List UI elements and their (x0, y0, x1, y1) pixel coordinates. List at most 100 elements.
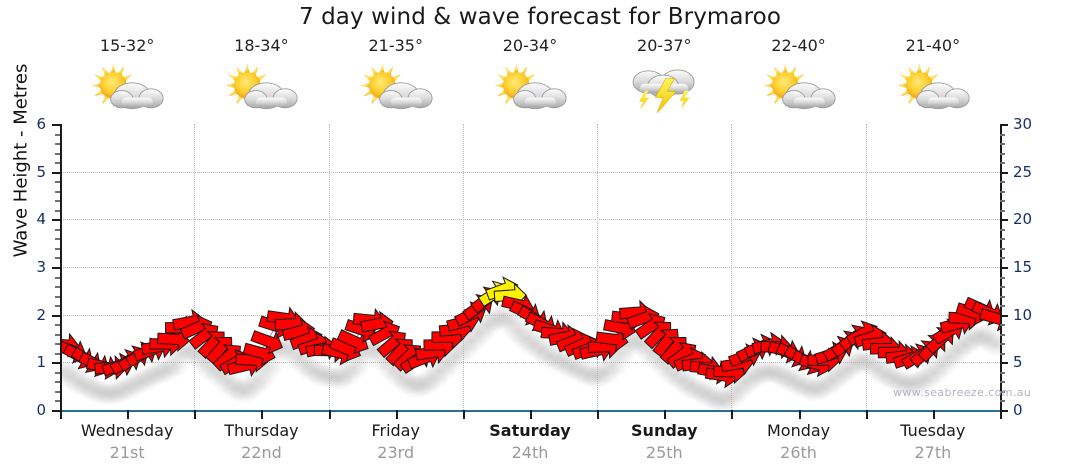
x-tick (395, 410, 398, 419)
temperature-range: 18-34° (234, 36, 289, 55)
page-title: 7 day wind & wave forecast for Brymaroo (298, 4, 782, 30)
gridline (60, 171, 1000, 173)
day-name: Monday (766, 421, 831, 440)
day-header-wednesday: 15-32° (60, 36, 194, 126)
x-tick (462, 410, 465, 419)
x-tick (798, 410, 801, 419)
left-tick-label: 6 (36, 115, 46, 133)
x-tick (664, 410, 667, 419)
right-minor-tick (1000, 152, 1005, 155)
left-tick (52, 267, 60, 269)
day-header-friday: 21-35° (329, 36, 463, 126)
right-minor-tick (1000, 381, 1005, 384)
left-minor-tick (55, 295, 60, 298)
left-minor-tick (55, 286, 60, 289)
right-minor-tick (1000, 286, 1005, 289)
left-tick (52, 124, 60, 126)
left-tick (52, 171, 60, 174)
right-tick-label: 25 (1013, 162, 1033, 181)
plot-area (47, 124, 1013, 414)
wind-arrow (250, 330, 283, 355)
day-label-monday: Monday 26th (731, 420, 865, 470)
day-header-thursday: 18-34° (194, 36, 328, 126)
day-label-tuesday: Tuesday 27th (866, 420, 1000, 470)
left-minor-tick (55, 381, 60, 384)
right-tick (1000, 314, 1008, 317)
left-axis-title: Wave Height - Metres (10, 63, 32, 258)
x-tick (597, 410, 600, 419)
right-minor-tick (1000, 143, 1005, 146)
right-minor-tick (1000, 305, 1005, 308)
left-minor-tick (55, 371, 60, 374)
left-tick-label: 5 (36, 162, 46, 181)
sun-cloud-icon (194, 60, 328, 120)
right-tick-label: 5 (1013, 353, 1023, 372)
right-minor-tick (1000, 371, 1005, 374)
day-separator (865, 124, 867, 410)
right-tick (1000, 410, 1008, 412)
day-header-sunday: 20-37° (597, 36, 731, 126)
left-axis-line (60, 124, 62, 410)
left-tick (52, 362, 60, 365)
day-label-friday: Friday 23rd (329, 420, 463, 470)
right-tick (1000, 171, 1008, 174)
right-minor-tick (1000, 257, 1005, 260)
right-minor-tick (1000, 238, 1005, 241)
day-header-saturday: 20-34° (463, 36, 597, 126)
day-name: Sunday (631, 421, 698, 440)
left-tick (52, 314, 60, 317)
left-minor-tick (55, 143, 60, 146)
day-separator (462, 124, 464, 410)
right-minor-tick (1000, 324, 1005, 327)
left-minor-tick (55, 343, 60, 346)
right-tick (1000, 362, 1008, 365)
left-minor-tick (55, 162, 60, 165)
sun-cloud-icon (731, 60, 865, 120)
temperature-range: 15-32° (99, 36, 155, 55)
day-separator (194, 124, 196, 410)
right-minor-tick (1000, 390, 1005, 393)
x-tick (127, 410, 130, 419)
day-name: Wednesday (80, 421, 174, 440)
right-tick-label: 0 (1013, 401, 1023, 419)
day-label-thursday: Thursday 22nd (194, 420, 328, 470)
left-minor-tick (55, 352, 60, 355)
temperature-range: 20-34° (502, 36, 558, 55)
gridline (60, 362, 1000, 364)
gridline (60, 219, 1000, 221)
left-minor-tick (55, 152, 60, 155)
left-minor-tick (55, 238, 60, 241)
x-tick (932, 410, 935, 419)
right-tick-label: 20 (1013, 210, 1033, 229)
day-date: 26th (780, 443, 817, 462)
right-minor-tick (1000, 200, 1005, 203)
right-minor-tick (1000, 133, 1005, 136)
day-separator (731, 124, 733, 410)
left-minor-tick (55, 276, 60, 279)
right-minor-tick (1000, 162, 1005, 165)
left-minor-tick (55, 305, 60, 308)
left-tick-label: 0 (36, 401, 46, 419)
x-tick (328, 410, 331, 419)
wind-arrow-layer (47, 124, 1013, 414)
sun-cloud-icon (866, 60, 1000, 120)
x-tick (731, 410, 734, 419)
x-tick (194, 410, 197, 419)
temperature-range: 21-35° (368, 36, 423, 55)
gridline (60, 267, 1000, 268)
right-minor-tick (1000, 228, 1005, 231)
left-tick-label: 3 (36, 258, 46, 276)
right-tick (1000, 267, 1008, 269)
left-tick (52, 410, 60, 412)
left-minor-tick (55, 400, 60, 403)
sun-cloud-icon (60, 60, 194, 120)
left-minor-tick (55, 200, 60, 203)
left-minor-tick (55, 247, 60, 250)
day-date: 24th (511, 443, 549, 462)
sun-cloud-icon (463, 60, 597, 120)
day-label-wednesday: Wednesday 21st (60, 420, 194, 470)
left-minor-tick (55, 133, 60, 136)
temperature-range: 22-40° (771, 36, 826, 55)
day-date: 22nd (241, 443, 282, 462)
